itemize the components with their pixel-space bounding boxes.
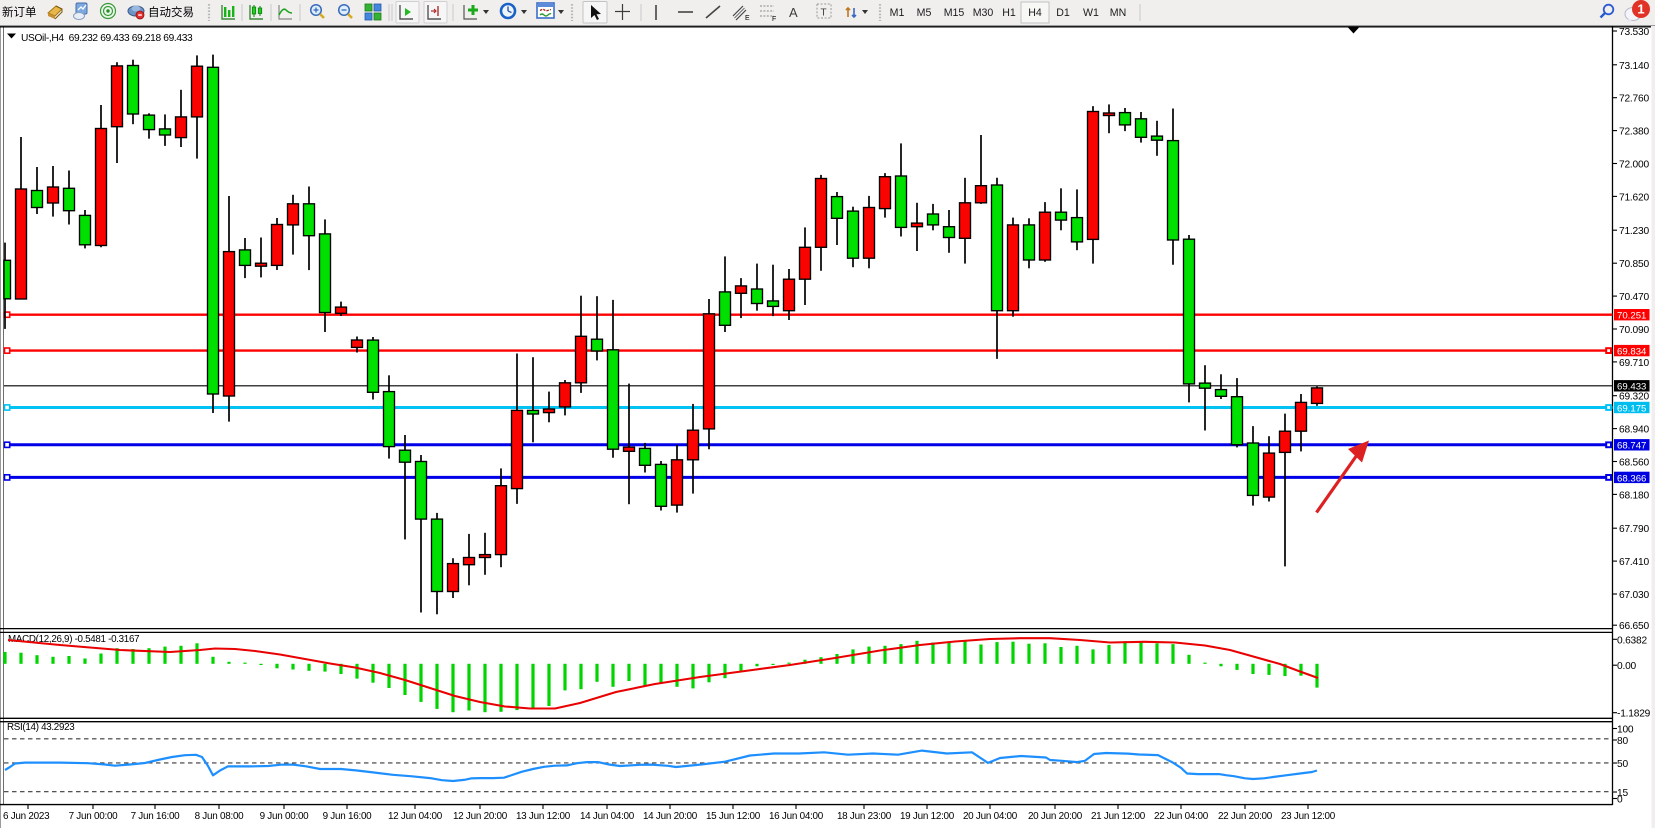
svg-text:23 Jun 12:00: 23 Jun 12:00: [1281, 811, 1336, 822]
svg-text:F: F: [772, 16, 776, 23]
svg-text:70.251: 70.251: [1617, 311, 1646, 322]
svg-text:7 Jun 00:00: 7 Jun 00:00: [69, 811, 119, 822]
svg-text:22 Jun 20:00: 22 Jun 20:00: [1218, 811, 1273, 822]
svg-text:MN: MN: [1110, 7, 1126, 19]
svg-text:20 Jun 04:00: 20 Jun 04:00: [963, 811, 1018, 822]
svg-text:H4: H4: [1028, 7, 1042, 19]
svg-text:70.470: 70.470: [1619, 292, 1649, 303]
svg-text:M1: M1: [890, 7, 905, 19]
svg-text:M30: M30: [973, 7, 994, 19]
svg-text:70.090: 70.090: [1619, 325, 1649, 336]
svg-text:15 Jun 12:00: 15 Jun 12:00: [706, 811, 761, 822]
svg-text:68.366: 68.366: [1617, 473, 1646, 484]
svg-text:13 Jun 12:00: 13 Jun 12:00: [516, 811, 571, 822]
svg-text:19 Jun 12:00: 19 Jun 12:00: [900, 811, 955, 822]
svg-text:71.620: 71.620: [1619, 192, 1649, 203]
svg-text:69.710: 69.710: [1619, 358, 1649, 369]
svg-text:7 Jun 16:00: 7 Jun 16:00: [131, 811, 181, 822]
svg-text:1: 1: [1637, 2, 1644, 17]
svg-text:9 Jun 00:00: 9 Jun 00:00: [260, 811, 310, 822]
svg-text:新订单: 新订单: [2, 5, 37, 19]
svg-text:W1: W1: [1083, 7, 1099, 19]
svg-text:21 Jun 12:00: 21 Jun 12:00: [1091, 811, 1146, 822]
svg-text:0.6382: 0.6382: [1617, 635, 1647, 646]
svg-text:80: 80: [1617, 736, 1628, 747]
svg-text:72.760: 72.760: [1619, 94, 1649, 105]
svg-text:9 Jun 16:00: 9 Jun 16:00: [323, 811, 373, 822]
svg-text:67.030: 67.030: [1619, 590, 1649, 601]
svg-text:12 Jun 04:00: 12 Jun 04:00: [388, 811, 443, 822]
svg-text:69.433: 69.433: [1617, 382, 1646, 393]
svg-text:15: 15: [1617, 788, 1628, 799]
svg-text:D1: D1: [1056, 7, 1070, 19]
svg-text:68.940: 68.940: [1619, 425, 1649, 436]
svg-text:68.180: 68.180: [1619, 490, 1649, 501]
svg-text:14 Jun 04:00: 14 Jun 04:00: [580, 811, 635, 822]
svg-text:E: E: [745, 15, 750, 22]
svg-text:67.410: 67.410: [1619, 557, 1649, 568]
svg-text:73.140: 73.140: [1619, 61, 1649, 72]
svg-text:50: 50: [1617, 759, 1628, 770]
svg-text:M5: M5: [917, 7, 932, 19]
svg-text:RSI(14) 43.2923: RSI(14) 43.2923: [7, 722, 75, 733]
svg-text:MACD(12,26,9) -0.5481 -0.3167: MACD(12,26,9) -0.5481 -0.3167: [8, 634, 139, 645]
svg-text:70.850: 70.850: [1619, 259, 1649, 270]
svg-text:22 Jun 04:00: 22 Jun 04:00: [1154, 811, 1209, 822]
svg-text:16 Jun 04:00: 16 Jun 04:00: [769, 811, 824, 822]
svg-text:66.650: 66.650: [1619, 621, 1649, 632]
svg-text:0.00: 0.00: [1617, 661, 1637, 672]
svg-text:USOil-,H4 69.232 69.433 69.21: USOil-,H4 69.232 69.433 69.218 69.433: [21, 33, 193, 44]
svg-text:69.834: 69.834: [1617, 347, 1647, 358]
svg-text:68.747: 68.747: [1617, 441, 1646, 452]
svg-text:18 Jun 23:00: 18 Jun 23:00: [837, 811, 892, 822]
svg-text:69.320: 69.320: [1619, 392, 1649, 403]
svg-text:72.380: 72.380: [1619, 127, 1649, 138]
svg-text:12 Jun 20:00: 12 Jun 20:00: [453, 811, 508, 822]
svg-text:M15: M15: [944, 7, 965, 19]
svg-text:6 Jun 2023: 6 Jun 2023: [3, 811, 50, 822]
svg-text:67.790: 67.790: [1619, 524, 1649, 535]
svg-text:0: 0: [1617, 795, 1623, 806]
svg-text:8 Jun 08:00: 8 Jun 08:00: [195, 811, 245, 822]
svg-text:73.530: 73.530: [1619, 27, 1649, 38]
svg-text:69.175: 69.175: [1617, 403, 1646, 414]
svg-text:20 Jun 20:00: 20 Jun 20:00: [1028, 811, 1083, 822]
svg-text:A: A: [789, 5, 798, 20]
svg-text:100: 100: [1617, 725, 1634, 736]
svg-text:自动交易: 自动交易: [148, 5, 194, 19]
svg-text:14 Jun 20:00: 14 Jun 20:00: [643, 811, 698, 822]
svg-text:T: T: [821, 8, 827, 19]
svg-text:68.560: 68.560: [1619, 458, 1649, 469]
svg-text:-1.1829: -1.1829: [1617, 709, 1651, 720]
svg-text:H1: H1: [1002, 7, 1016, 19]
svg-text:72.000: 72.000: [1619, 160, 1649, 171]
svg-text:71.230: 71.230: [1619, 226, 1649, 237]
